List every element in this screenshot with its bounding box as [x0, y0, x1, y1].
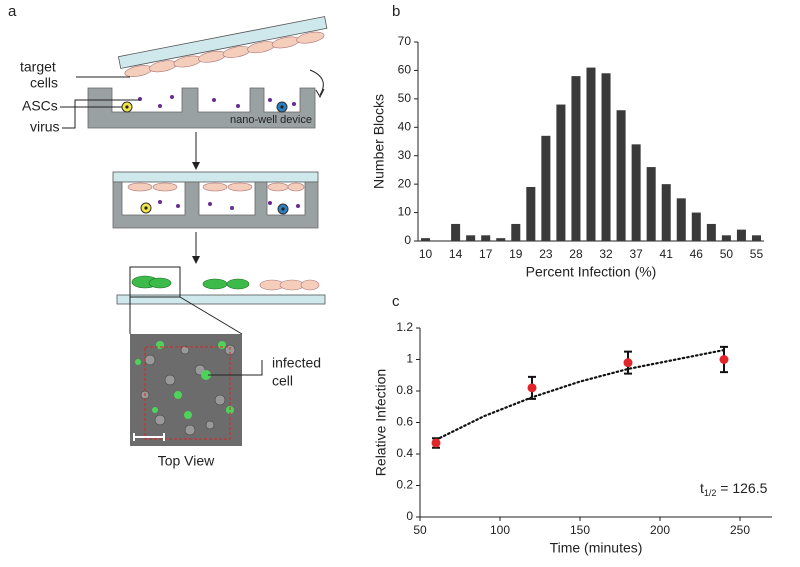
y-tick-label: 1.2	[396, 320, 413, 334]
annotation-part: t	[700, 480, 704, 496]
y-tick-label: 0.6	[396, 415, 413, 429]
y-tick-label: 0	[404, 233, 411, 247]
x-tick-label: 150	[570, 523, 590, 537]
label: ASCs	[22, 98, 58, 114]
y-tick-label: 40	[398, 119, 412, 133]
y-tick-label: 0.2	[396, 478, 413, 492]
label: Top View	[158, 453, 215, 469]
x-tick-label: 46	[690, 247, 704, 261]
bar	[676, 198, 686, 241]
bar	[736, 229, 746, 241]
label: nano-well device	[230, 114, 312, 126]
x-axis-label: Time (minutes)	[550, 540, 643, 556]
y-tick-label: 60	[398, 63, 412, 77]
bar	[571, 76, 581, 241]
annotation-part: 1/2	[704, 488, 717, 498]
x-tick-label: 23	[539, 247, 553, 261]
x-tick-label: 28	[569, 247, 583, 261]
label: virus	[30, 119, 60, 135]
bar	[646, 167, 656, 241]
x-axis-label: Percent Infection (%)	[526, 264, 657, 280]
bar	[466, 235, 476, 241]
bar	[691, 212, 701, 241]
label: cells	[30, 75, 58, 91]
bar	[586, 67, 596, 241]
y-tick-label: 0.4	[396, 446, 413, 460]
label: cell	[272, 373, 293, 389]
y-axis-label: Relative Infection	[373, 369, 389, 476]
point	[527, 383, 537, 393]
x-tick-label: 50	[413, 523, 427, 537]
bar	[421, 238, 431, 241]
bar	[706, 223, 716, 241]
panel-label: c	[392, 293, 400, 310]
bar	[616, 110, 626, 241]
y-tick-label: 20	[398, 176, 412, 190]
label: infected	[272, 355, 321, 371]
y-tick-label: 0.8	[396, 383, 413, 397]
x-tick-label: 17	[479, 247, 493, 261]
bar	[526, 186, 536, 241]
y-tick-label: 50	[398, 91, 412, 105]
x-tick-label: 37	[629, 247, 643, 261]
fit-line	[434, 348, 726, 441]
bar	[631, 144, 641, 241]
y-tick-label: 70	[398, 34, 412, 48]
x-tick-label: 41	[660, 247, 674, 261]
bar	[661, 184, 671, 241]
x-tick-label: 32	[599, 247, 613, 261]
bar	[601, 73, 611, 242]
x-tick-label: 50	[720, 247, 734, 261]
panel-label: a	[8, 3, 17, 20]
bar	[451, 223, 461, 241]
x-tick-label: 100	[490, 523, 510, 537]
bar	[541, 135, 551, 241]
bar	[751, 235, 761, 241]
point	[623, 358, 633, 368]
y-tick-label: 10	[398, 205, 412, 219]
label: target	[20, 59, 56, 75]
panel-label: b	[392, 3, 400, 20]
bar	[496, 238, 506, 241]
point	[719, 355, 729, 364]
bar	[721, 235, 731, 241]
y-axis-label: Number Blocks	[371, 94, 387, 189]
bar	[556, 104, 566, 242]
point	[431, 438, 441, 448]
x-tick-label: 55	[750, 247, 764, 261]
y-tick-label: 30	[398, 148, 412, 162]
y-tick-label: 1	[406, 352, 413, 366]
y-tick-label: 0	[406, 509, 413, 523]
x-tick-label: 200	[650, 523, 670, 537]
x-tick-label: 10	[419, 247, 433, 261]
x-tick-label: 250	[730, 523, 750, 537]
annotation-part: = 126.5	[716, 480, 767, 496]
x-tick-label: 14	[449, 247, 463, 261]
tilted-slide	[117, 16, 328, 77]
bar	[481, 235, 491, 241]
annotation: t1/2 = 126.5	[700, 480, 768, 499]
bar	[511, 223, 521, 241]
diagram: a target cells ASCs virus nano-well devi…	[8, 3, 328, 469]
x-tick-label: 19	[509, 247, 523, 261]
